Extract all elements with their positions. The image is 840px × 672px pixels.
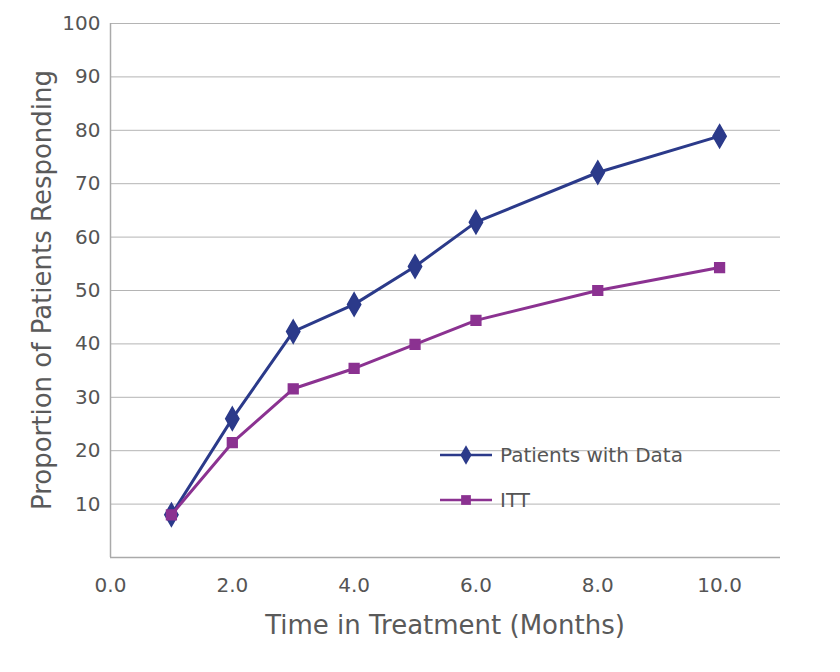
svg-text:30: 30 — [75, 385, 100, 409]
svg-text:20: 20 — [75, 438, 100, 462]
html-text:Time in Treatment (Months): Time in Treatment (Months) — [265, 610, 625, 640]
svg-text:80: 80 — [75, 118, 100, 142]
svg-text:10.0: 10.0 — [697, 573, 742, 597]
svg-text:10: 10 — [75, 492, 100, 516]
svg-text:6.0: 6.0 — [460, 573, 492, 597]
svg-text:40: 40 — [75, 331, 100, 355]
svg-text:50: 50 — [75, 278, 100, 302]
html-text:ITT: ITT — [500, 487, 530, 512]
svg-text:8.0: 8.0 — [582, 573, 614, 597]
svg-text:100: 100 — [62, 11, 100, 35]
svg-text:0.0: 0.0 — [95, 573, 127, 597]
svg-text:70: 70 — [75, 171, 100, 195]
svg-text:4.0: 4.0 — [338, 573, 370, 597]
svg-text:60: 60 — [75, 225, 100, 249]
svg-text:90: 90 — [75, 64, 100, 88]
html-text:Patients with Data: Patients with Data — [500, 442, 683, 467]
html-text:Proportion of Patients Respond: Proportion of Patients Responding — [27, 69, 57, 511]
svg-text:2.0: 2.0 — [216, 573, 248, 597]
